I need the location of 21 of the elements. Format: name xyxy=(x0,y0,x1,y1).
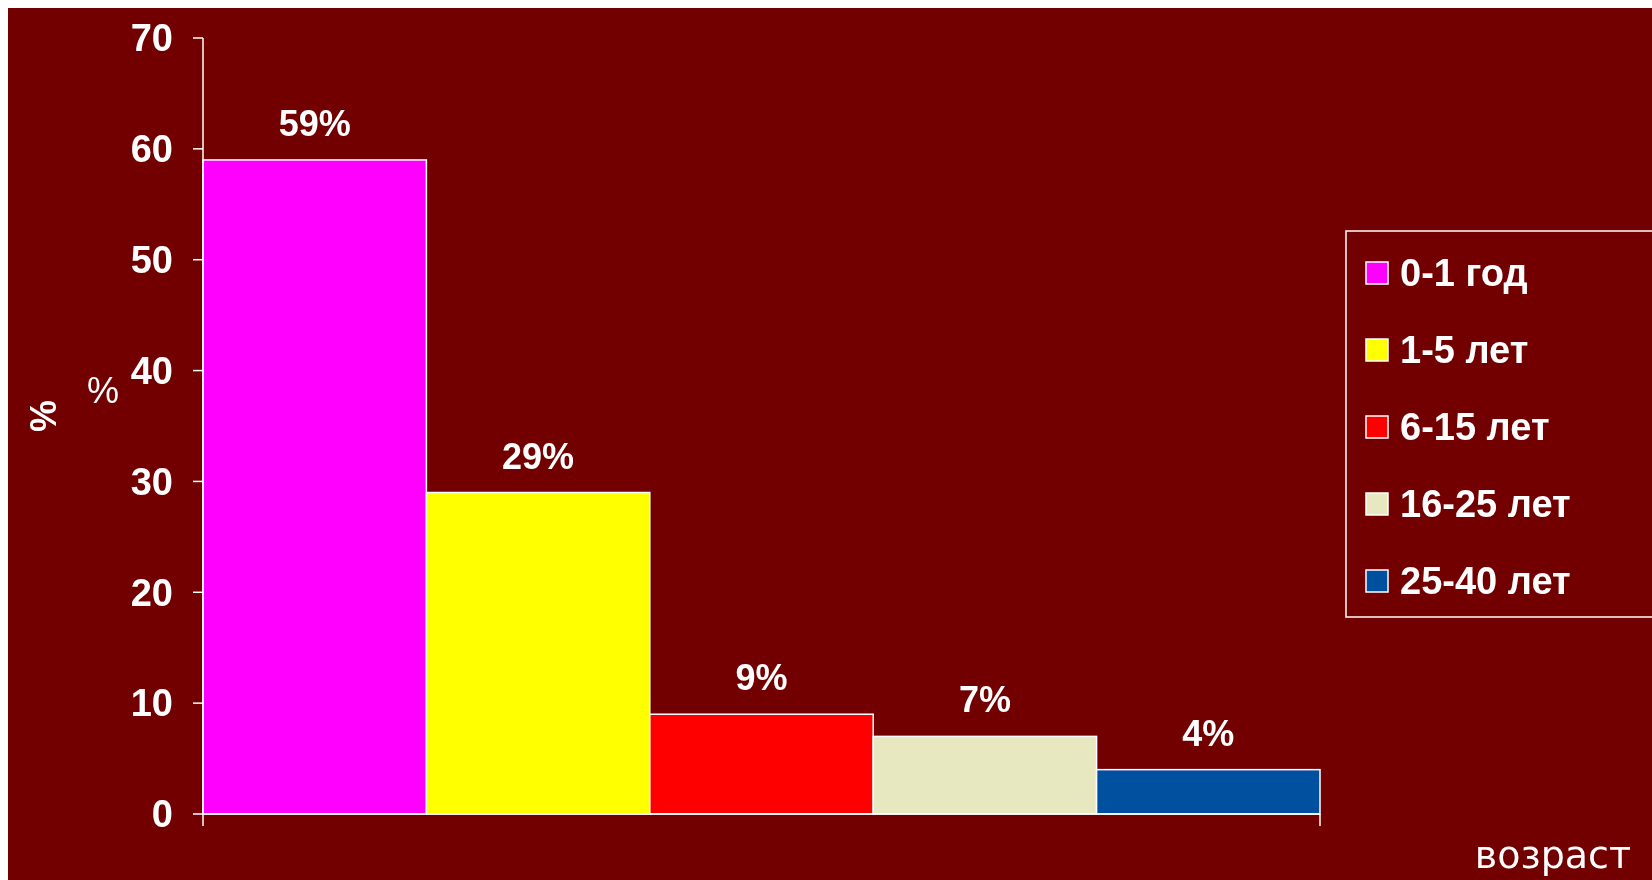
data-label: 7% xyxy=(958,679,1011,721)
text: % xyxy=(86,370,120,411)
x-axis-title: возраст xyxy=(1474,833,1632,877)
legend-label: 25-40 лет xyxy=(1400,560,1571,603)
y-tick-label: 0 xyxy=(151,793,173,836)
data-label: 59% xyxy=(278,102,351,144)
y-tick-label: 30 xyxy=(130,460,173,503)
legend-label: 16-25 лет xyxy=(1400,483,1571,526)
y-tick-label: 40 xyxy=(130,349,173,392)
data-label: 9% xyxy=(735,657,788,699)
y-tick-label: 50 xyxy=(130,239,173,282)
data-label: 4% xyxy=(1182,712,1235,754)
y-tick-label: 60 xyxy=(130,128,173,171)
legend-label: 0-1 год xyxy=(1400,252,1528,295)
data-label: 29% xyxy=(502,435,575,477)
y-axis-title: % xyxy=(23,399,64,433)
legend-label: 6-15 лет xyxy=(1400,406,1550,449)
y-tick-label: 20 xyxy=(130,571,173,614)
y-tick-label: 10 xyxy=(130,682,173,725)
legend-label: 1-5 лет xyxy=(1400,329,1529,372)
y-tick-label: 70 xyxy=(130,17,173,60)
